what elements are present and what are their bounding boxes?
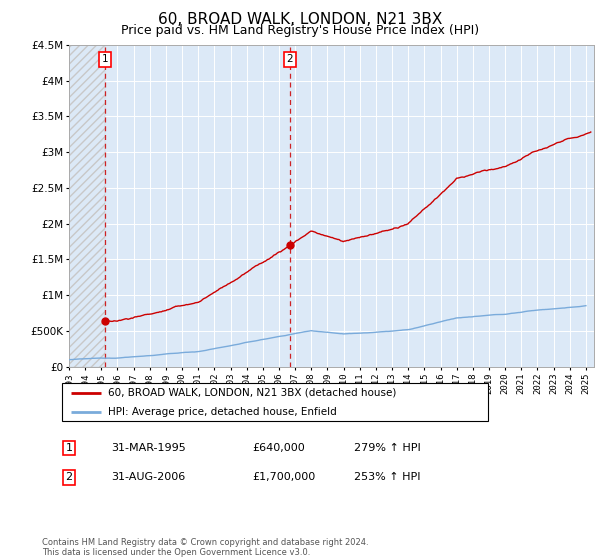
- Text: 1: 1: [65, 443, 73, 453]
- Text: £1,700,000: £1,700,000: [252, 472, 315, 482]
- Text: Price paid vs. HM Land Registry's House Price Index (HPI): Price paid vs. HM Land Registry's House …: [121, 24, 479, 37]
- Text: 60, BROAD WALK, LONDON, N21 3BX (detached house): 60, BROAD WALK, LONDON, N21 3BX (detache…: [107, 388, 396, 398]
- Text: 31-AUG-2006: 31-AUG-2006: [111, 472, 185, 482]
- Text: 2: 2: [65, 472, 73, 482]
- Text: 279% ↑ HPI: 279% ↑ HPI: [354, 443, 421, 453]
- Text: £640,000: £640,000: [252, 443, 305, 453]
- Bar: [69, 45, 106, 367]
- Text: 253% ↑ HPI: 253% ↑ HPI: [354, 472, 421, 482]
- Text: 1: 1: [102, 54, 109, 64]
- FancyBboxPatch shape: [62, 383, 488, 421]
- Text: HPI: Average price, detached house, Enfield: HPI: Average price, detached house, Enfi…: [107, 407, 336, 417]
- Text: 2: 2: [287, 54, 293, 64]
- Text: 31-MAR-1995: 31-MAR-1995: [111, 443, 186, 453]
- Text: 60, BROAD WALK, LONDON, N21 3BX: 60, BROAD WALK, LONDON, N21 3BX: [158, 12, 442, 27]
- Text: Contains HM Land Registry data © Crown copyright and database right 2024.
This d: Contains HM Land Registry data © Crown c…: [42, 538, 368, 557]
